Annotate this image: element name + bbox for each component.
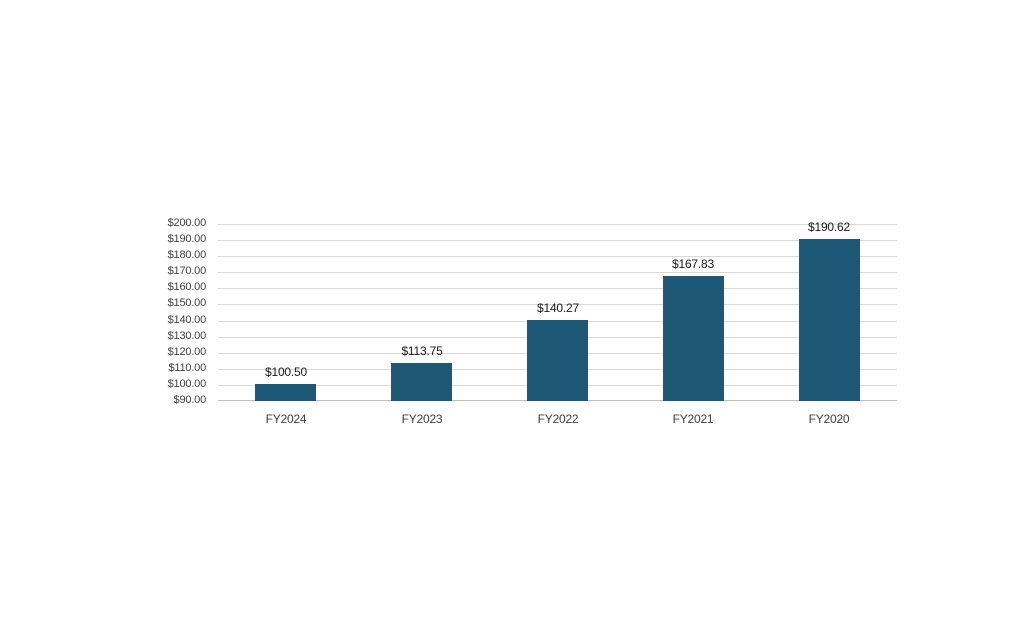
bar-data-label: $100.50 — [265, 365, 307, 379]
x-axis-category-label: FY2022 — [537, 412, 579, 426]
bar-data-label: $140.27 — [537, 301, 579, 315]
y-axis-tick-label: $190.00 — [167, 233, 207, 245]
gridline — [218, 256, 897, 257]
bar-fy2022 — [527, 320, 588, 401]
gridline — [218, 288, 897, 289]
x-axis-category-label: FY2023 — [401, 412, 443, 426]
y-axis-tick-label: $130.00 — [167, 330, 207, 342]
bar-data-label: $113.75 — [401, 344, 443, 358]
bar-fy2020 — [799, 239, 860, 401]
y-axis-tick-label: $170.00 — [167, 265, 207, 277]
bar-fy2024 — [255, 384, 316, 401]
y-axis-tick-label: $110.00 — [168, 362, 206, 374]
x-axis-category-label: FY2024 — [265, 412, 307, 426]
x-axis-category-label: FY2020 — [808, 412, 850, 426]
bar-fy2021 — [663, 276, 724, 401]
y-axis-tick-label: $90.00 — [173, 394, 207, 406]
y-axis-tick-label: $100.00 — [167, 378, 207, 390]
y-axis-tick-label: $200.00 — [167, 217, 207, 229]
gridline — [218, 240, 897, 241]
plot-area: $100.50 FY2024 $113.75 FY2023 $140.27 FY2022 $… — [218, 220, 897, 426]
y-axis-tick-label: $120.00 — [167, 346, 207, 358]
bar-data-label: $167.83 — [672, 257, 714, 271]
y-axis: $90.00 $100.00 $110.00 $120.00 $130.00 $140.0… — [110, 217, 207, 406]
gridline — [218, 272, 897, 273]
y-axis-tick-label: $180.00 — [167, 249, 207, 261]
gridline — [218, 304, 897, 305]
gridline — [218, 224, 897, 225]
bar-data-label: $190.62 — [808, 220, 850, 234]
y-axis-tick-label: $160.00 — [167, 281, 207, 293]
x-axis-category-label: FY2021 — [672, 412, 714, 426]
y-axis-tick-label: $150.00 — [167, 297, 207, 309]
y-axis-tick-label: $140.00 — [167, 314, 207, 326]
bar-fy2023 — [391, 363, 452, 401]
